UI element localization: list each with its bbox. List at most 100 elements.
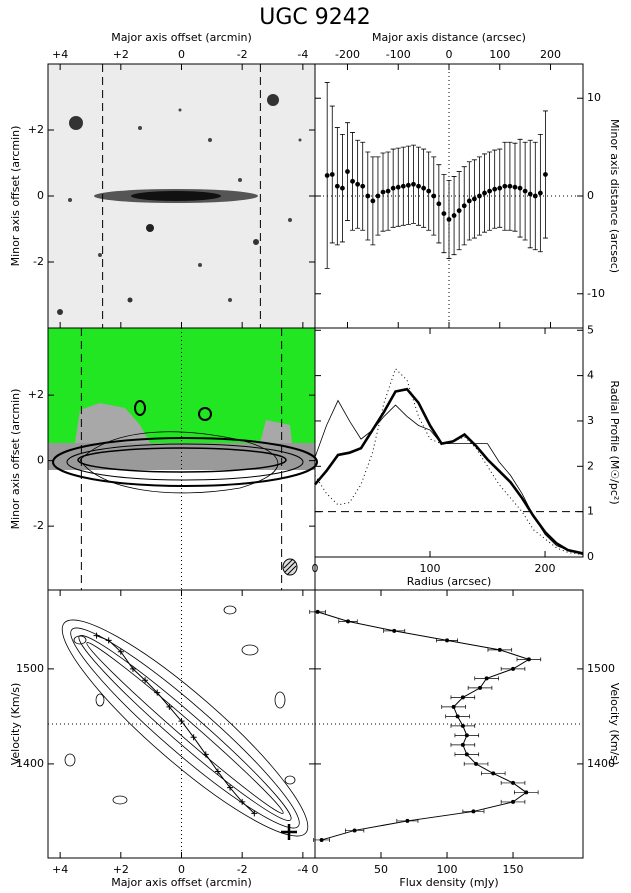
x-tick-label: -100 [386, 48, 411, 61]
point [178, 718, 185, 725]
y-tick-label: -2 [33, 255, 44, 268]
hi-map [48, 328, 318, 576]
point [460, 723, 465, 728]
point [497, 647, 502, 652]
point [375, 193, 381, 199]
x-axis-label: Major axis distance (arcsec) [372, 31, 526, 44]
x-tick-label: 200 [535, 562, 556, 575]
point [334, 183, 340, 189]
y-axis-label: Minor axis distance (arcsec) [608, 119, 621, 273]
point [527, 191, 533, 197]
point [329, 172, 335, 177]
optical-image [48, 64, 315, 328]
x-tick-label: -200 [335, 48, 360, 61]
y-tick-label: -10 [587, 287, 605, 300]
point [511, 780, 516, 785]
point [484, 676, 489, 681]
y-tick-label: 1400 [587, 757, 615, 770]
point [395, 184, 401, 190]
point [537, 190, 543, 196]
point [352, 828, 357, 833]
point [227, 784, 234, 791]
point [400, 183, 406, 189]
point [441, 211, 447, 217]
point [421, 185, 427, 191]
y-axis-label: Minor axis offset (arcmin) [9, 389, 22, 530]
point [482, 190, 487, 196]
point [365, 193, 371, 199]
y-tick-label: 10 [587, 91, 601, 104]
y-axis-label: Velocity (Km/s) [9, 683, 22, 766]
y-tick-label: 0 [37, 454, 44, 467]
point [360, 183, 366, 189]
pv-contours [61, 605, 309, 840]
point [543, 172, 548, 177]
point [511, 666, 516, 671]
x-tick-label: 0 [312, 863, 319, 876]
point [487, 188, 493, 194]
point [380, 189, 386, 195]
line [317, 611, 531, 841]
figure-title: UGC 9242 [259, 5, 371, 30]
x-tick-label: +4 [52, 863, 68, 876]
point [390, 185, 396, 191]
x-tick-label: 100 [420, 562, 441, 575]
panel-frame [314, 327, 584, 558]
point [251, 810, 258, 817]
y-tick-label: 1500 [16, 662, 44, 675]
point [166, 703, 173, 710]
point [497, 185, 503, 191]
point [511, 799, 516, 804]
x-tick-label: -4 [297, 863, 308, 876]
y-tick-label: 0 [587, 550, 594, 563]
point [346, 619, 351, 624]
point [455, 714, 460, 719]
y-tick-label: 1400 [16, 757, 44, 770]
point [471, 196, 477, 202]
point [93, 632, 100, 639]
point [105, 637, 112, 644]
point [340, 185, 345, 191]
y-tick-label: 1 [587, 505, 594, 518]
point [405, 818, 410, 823]
point [355, 181, 361, 187]
y-axis-label: Minor axis offset (arcmin) [9, 126, 22, 267]
point [214, 768, 221, 775]
x-axis-label: Major axis offset (arcmin) [111, 876, 252, 889]
x-tick-label: 100 [437, 863, 458, 876]
x-axis-label: Flux density (mJy) [399, 876, 498, 889]
point [370, 198, 376, 204]
point [517, 185, 523, 191]
point [522, 188, 528, 194]
point [526, 657, 531, 662]
point [411, 181, 416, 187]
point [426, 188, 432, 194]
y-tick-label: 4 [587, 369, 594, 382]
y-tick-label: 2 [587, 459, 594, 472]
point [436, 201, 442, 207]
y-tick-label: 3 [587, 414, 594, 427]
point [385, 188, 391, 194]
line [314, 387, 584, 555]
point [392, 628, 397, 633]
x-tick-label: -4 [297, 48, 308, 61]
point [451, 213, 457, 218]
point [154, 689, 161, 696]
x-tick-label: -2 [237, 48, 248, 61]
point [464, 733, 469, 738]
point [507, 183, 513, 189]
point [460, 695, 465, 700]
point [142, 677, 149, 684]
x-tick-label: 200 [540, 48, 561, 61]
x-tick-label: 0 [446, 48, 453, 61]
x-tick-label: 50 [374, 863, 388, 876]
x-tick-label: -2 [237, 863, 248, 876]
point [239, 798, 246, 805]
y-tick-label: 1500 [587, 662, 615, 675]
point [345, 169, 350, 174]
point [319, 837, 324, 842]
point [456, 208, 462, 214]
line [96, 635, 255, 814]
